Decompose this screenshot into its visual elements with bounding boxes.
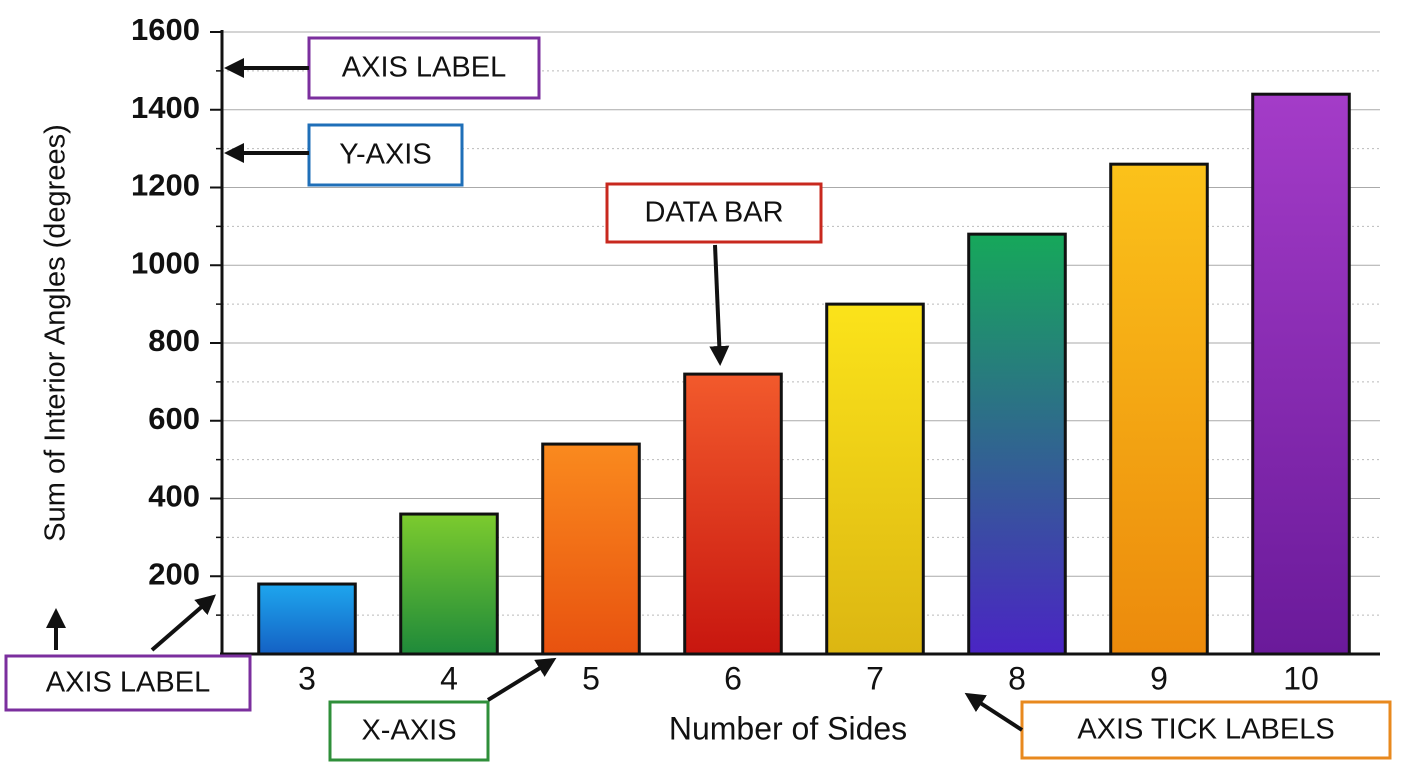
- bar: [399, 512, 499, 656]
- annotation-arrow: [709, 244, 730, 366]
- x-tick-label: 6: [724, 660, 742, 696]
- annotation-box: [307, 36, 541, 100]
- y-tick-label: 1200: [131, 168, 200, 203]
- y-tick-label: 1600: [131, 12, 200, 47]
- annotation-box: [1020, 700, 1392, 760]
- annotation-box: [4, 654, 252, 712]
- bar: [1109, 162, 1209, 656]
- y-tick-label: 1400: [131, 90, 200, 125]
- bar: [1251, 92, 1351, 656]
- bar: [825, 302, 925, 656]
- annotation-text: AXIS TICK LABELS: [1077, 714, 1334, 746]
- x-tick-label: 3: [298, 660, 316, 696]
- annotation-text: AXIS LABEL: [342, 52, 506, 84]
- y-axis-label: Sum of Interior Angles (degrees): [40, 124, 72, 541]
- annotation-text: AXIS LABEL: [46, 667, 210, 699]
- annotation-arrow: [150, 594, 217, 652]
- annotation-text: DATA BAR: [644, 197, 783, 229]
- annotation-box: [328, 700, 490, 762]
- annotation-box: [307, 123, 464, 187]
- x-tick-label: 7: [866, 660, 884, 696]
- annotation-text: Y-AXIS: [339, 139, 431, 171]
- x-tick-label: 9: [1150, 660, 1168, 696]
- y-tick-label: 200: [148, 556, 200, 591]
- bar: [541, 442, 641, 656]
- y-tick-label: 600: [148, 401, 200, 436]
- x-tick-label: 10: [1283, 660, 1319, 696]
- x-tick-label: 8: [1008, 660, 1026, 696]
- x-tick-label: 5: [582, 660, 600, 696]
- x-tick-label: 4: [440, 660, 458, 696]
- y-tick-label: 1000: [131, 245, 200, 280]
- bar: [257, 582, 357, 656]
- annotation-box: [605, 182, 823, 244]
- y-tick-label: 400: [148, 479, 200, 514]
- x-axis-label: Number of Sides: [669, 710, 907, 746]
- bar: [967, 232, 1067, 656]
- y-tick-label: 800: [148, 323, 200, 358]
- annotation-arrow: [486, 657, 557, 702]
- bar: [683, 372, 783, 656]
- annotation-text: X-AXIS: [361, 715, 456, 747]
- annotation-arrow: [964, 692, 1024, 732]
